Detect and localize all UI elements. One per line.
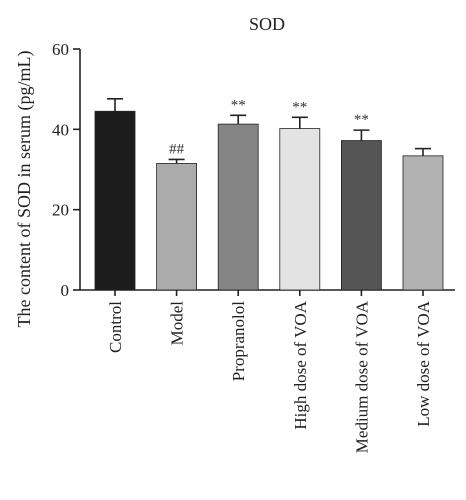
bar-2 (217, 123, 259, 291)
bars (94, 110, 444, 291)
category-label: Model (168, 301, 187, 346)
significance-markers: ## ** ** ** (169, 97, 369, 157)
significance-label: ** (292, 99, 307, 115)
significance-label: ** (354, 112, 369, 128)
category-label: High dose of VOA (291, 300, 310, 429)
category-label: Propranolol (229, 301, 248, 382)
x-tick-labels: Control Model Propranolol High dose of VOA M… (106, 290, 433, 453)
y-axis-label: The content of SOD in serum (pg/mL) (14, 51, 35, 328)
axes (79, 49, 455, 291)
y-ticks: 0 20 40 60 (52, 40, 80, 300)
significance-label: ## (169, 141, 185, 157)
y-tick-label: 60 (52, 40, 69, 59)
category-label: Medium dose of VOA (352, 300, 371, 453)
y-tick-label: 40 (52, 120, 69, 139)
y-tick-label: 0 (61, 281, 70, 300)
significance-label: ** (231, 97, 246, 113)
bar-5 (402, 155, 444, 291)
error-bars (107, 98, 431, 164)
bar-3 (279, 128, 321, 291)
bar-1 (156, 163, 198, 291)
category-label: Low dose of VOA (414, 300, 433, 426)
bar-0 (94, 110, 136, 291)
category-label: Control (106, 301, 125, 353)
bar-4 (340, 140, 382, 291)
chart-title: SOD (249, 14, 285, 34)
y-tick-label: 20 (52, 201, 69, 220)
